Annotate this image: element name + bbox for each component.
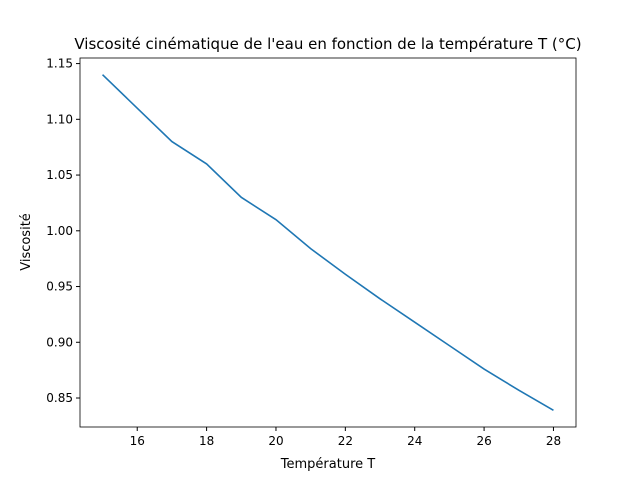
x-tick-label: 28 xyxy=(546,434,561,448)
x-tick-label: 18 xyxy=(199,434,214,448)
chart-title: Viscosité cinématique de l'eau en foncti… xyxy=(74,35,581,53)
y-tick-label: 0.85 xyxy=(46,391,73,405)
x-tick-label: 24 xyxy=(407,434,422,448)
x-tick-label: 16 xyxy=(130,434,145,448)
y-tick-label: 0.90 xyxy=(46,335,73,349)
y-axis-label: Viscosité xyxy=(19,213,34,271)
x-tick-label: 22 xyxy=(338,434,353,448)
y-tick-label: 1.10 xyxy=(46,112,73,126)
y-tick-label: 1.05 xyxy=(46,168,73,182)
y-tick-label: 1.00 xyxy=(46,224,73,238)
x-axis-label: Température T xyxy=(280,457,375,472)
plot-frame xyxy=(79,57,577,428)
x-tick-label: 26 xyxy=(476,434,491,448)
line-series xyxy=(101,74,554,411)
x-tick-label: 20 xyxy=(268,434,283,448)
y-tick-label: 0.95 xyxy=(46,280,73,294)
y-tick-label: 1.15 xyxy=(46,57,73,71)
